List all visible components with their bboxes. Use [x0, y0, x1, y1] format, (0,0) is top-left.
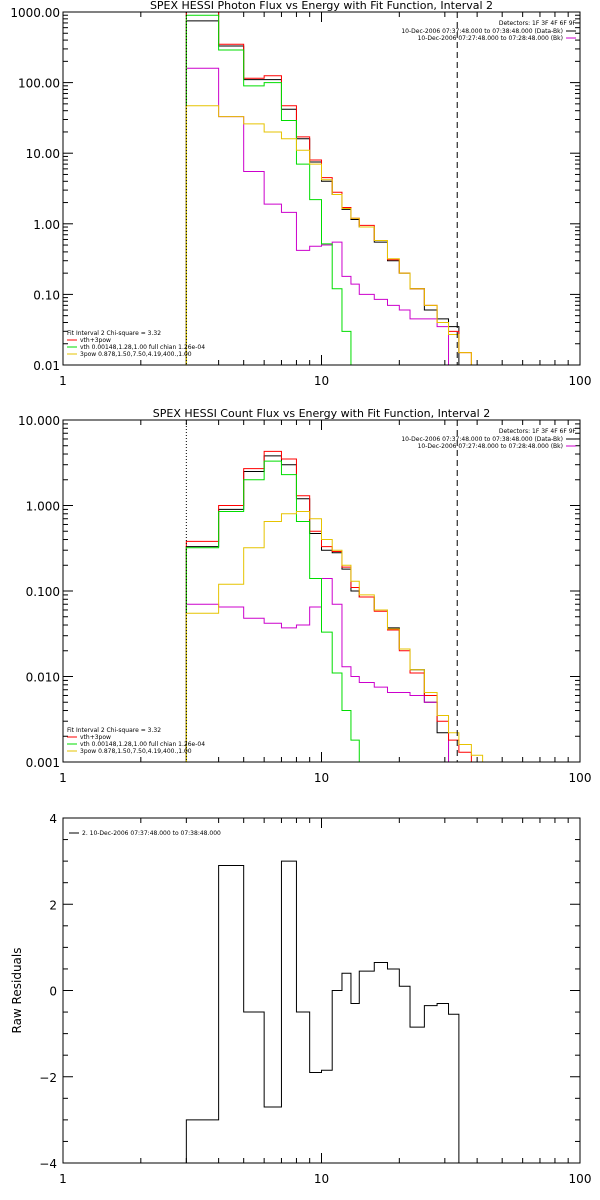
series-line-4 — [185, 14, 360, 365]
chart-title: SPEX HESSI Photon Flux vs Energy with Fi… — [150, 0, 493, 12]
plot-frame — [62, 419, 581, 763]
legend-left: 2. 10-Dec-2006 07:37:48.000 to 07:38:48.… — [69, 830, 221, 837]
legend-entry: 10-Dec-2006 07:27:48.000 to 07:28:48.000… — [418, 443, 563, 450]
legend-entry: vth+3pow — [80, 734, 111, 741]
legend-entry: vth+3pow — [80, 337, 111, 344]
axis-ticks — [62, 12, 580, 366]
x-tick-label: 1 — [59, 374, 67, 388]
y-tick-label: 1000.00 — [10, 6, 60, 20]
x-tick-label: 1 — [59, 771, 67, 785]
legend-entry: 10-Dec-2006 07:37:48.000 to 07:38:48.000… — [401, 436, 563, 443]
legend-entry: 10-Dec-2006 07:27:48.000 to 07:28:48.000… — [418, 35, 563, 42]
y-tick-label: −4 — [39, 1157, 57, 1171]
series-line-4 — [185, 460, 375, 762]
plot-2: SPEX HESSI Count Flux vs Energy with Fit… — [18, 407, 592, 785]
series-line-1 — [185, 455, 450, 762]
x-tick-label: 100 — [569, 374, 592, 388]
series-group — [185, 450, 496, 762]
series-group — [185, 860, 460, 1163]
chart-title: SPEX HESSI Count Flux vs Energy with Fit… — [153, 407, 490, 420]
legend-entry: 2. 10-Dec-2006 07:37:48.000 to 07:38:48.… — [82, 830, 221, 837]
legend-entry: 10-Dec-2006 07:37:48.000 to 07:38:48.000… — [401, 28, 563, 35]
series-line-1 — [185, 860, 460, 1163]
y-tick-label: 0.01 — [33, 359, 60, 373]
x-tick-label: 100 — [569, 1172, 592, 1186]
legend-entry: 3pow 0.878,1.50,7.50,4.19,400.,1.00 — [80, 748, 192, 755]
series-line-5 — [185, 105, 472, 365]
y-tick-label: 10.00 — [26, 147, 60, 161]
y-axis-label: Raw Residuals — [10, 948, 24, 1034]
legend-entry: vth 0.00148,1.28,1.00 full chian 1.26e-0… — [80, 741, 205, 748]
series-line-5 — [185, 511, 496, 762]
y-tick-label: 0.010 — [26, 671, 60, 685]
axis-ticks — [62, 817, 580, 1164]
legend-left: Fit Interval 2 Chi-square = 3.32vth+3pow… — [67, 330, 205, 358]
x-tick-label: 10 — [314, 374, 329, 388]
plot-frame — [62, 817, 581, 1164]
legend-header: Detectors: 1F 3F 4F 6F 9F — [499, 428, 577, 435]
y-tick-label: 10.000 — [18, 414, 60, 428]
plot-frame — [62, 11, 581, 366]
series-line-3 — [185, 450, 484, 762]
legend-entry: 3pow 0.878,1.50,7.50,4.19,400.,1.00 — [80, 351, 192, 358]
y-tick-label: 4 — [49, 812, 57, 826]
y-tick-label: 1.000 — [26, 500, 60, 514]
y-tick-label: 2 — [49, 898, 57, 912]
x-tick-label: 10 — [314, 771, 329, 785]
legend-left: Fit Interval 2 Chi-square = 3.32vth+3pow… — [67, 727, 205, 755]
y-tick-label: 0.10 — [33, 288, 60, 302]
series-line-3 — [185, 12, 484, 365]
y-tick-label: 0.100 — [26, 585, 60, 599]
x-tick-label: 1 — [59, 1172, 67, 1186]
y-tick-label: −2 — [39, 1071, 57, 1085]
plot-1: SPEX HESSI Photon Flux vs Energy with Fi… — [10, 0, 592, 388]
y-tick-label: 0 — [49, 985, 57, 999]
legend-header: Detectors: 1F 3F 4F 6F 9F — [499, 20, 577, 27]
x-tick-label: 100 — [569, 771, 592, 785]
fit-info: Fit Interval 2 Chi-square = 3.32 — [67, 330, 161, 337]
series-line-2 — [185, 578, 460, 762]
fit-info: Fit Interval 2 Chi-square = 3.32 — [67, 727, 161, 734]
series-line-2 — [185, 67, 460, 365]
y-tick-label: 1.00 — [33, 218, 60, 232]
x-tick-label: 10 — [314, 1172, 329, 1186]
y-tick-label: 0.001 — [26, 756, 60, 770]
plot-3: 1 10 100 −4 −2 0 2 4 Raw Residuals 2. 10-Dec-2006… — [10, 812, 592, 1186]
legend-entry: vth 0.00148,1.28,1.00 full chian 1.26e-0… — [80, 344, 205, 351]
series-group — [185, 12, 484, 365]
series-line-1 — [185, 20, 460, 365]
y-tick-label: 100.00 — [18, 77, 60, 91]
